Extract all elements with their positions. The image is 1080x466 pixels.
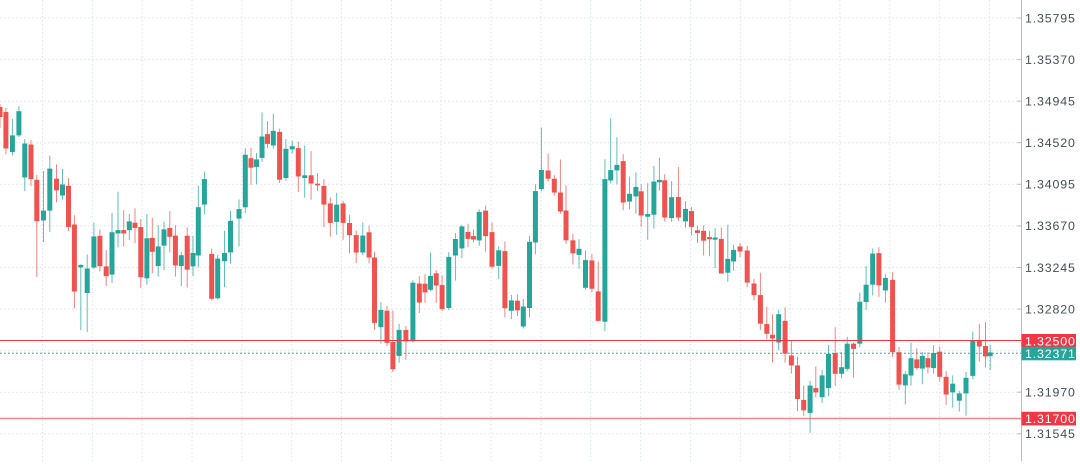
- svg-text:1.35370: 1.35370: [1025, 53, 1076, 67]
- svg-text:1.34945: 1.34945: [1025, 95, 1076, 109]
- svg-text:1.35795: 1.35795: [1025, 11, 1076, 25]
- svg-text:1.31970: 1.31970: [1025, 386, 1076, 400]
- svg-text:1.33245: 1.33245: [1025, 261, 1076, 275]
- svg-text:1.34520: 1.34520: [1025, 136, 1076, 150]
- svg-text:1.31700: 1.31700: [1025, 412, 1076, 426]
- svg-text:1.33670: 1.33670: [1025, 219, 1076, 233]
- svg-text:1.34095: 1.34095: [1025, 178, 1076, 192]
- svg-text:1.31545: 1.31545: [1025, 427, 1076, 441]
- svg-text:1.32820: 1.32820: [1025, 302, 1076, 316]
- svg-text:1.32371: 1.32371: [1025, 347, 1076, 361]
